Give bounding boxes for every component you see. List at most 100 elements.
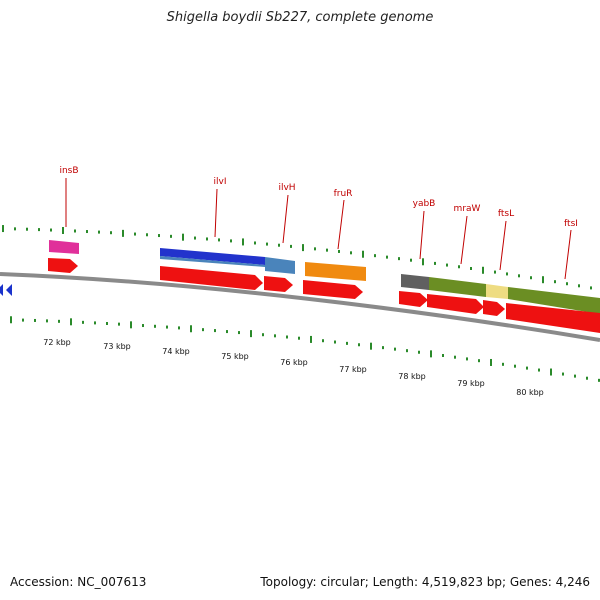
major-tick: [130, 321, 132, 329]
feature-track: [48, 240, 600, 333]
major-tick: [482, 266, 484, 274]
gene-label-leader: [460, 215, 468, 265]
minor-tick: [274, 334, 276, 338]
minor-tick: [58, 319, 60, 323]
minor-tick: [98, 230, 100, 234]
minor-tick: [358, 343, 360, 347]
minor-tick: [386, 255, 388, 259]
gene-label-ilvh: ilvH: [278, 183, 295, 193]
minor-tick: [14, 227, 16, 231]
minor-tick: [230, 239, 232, 243]
left-edge-arrow-icon: [0, 284, 3, 296]
minor-tick: [454, 355, 456, 359]
minor-tick: [514, 364, 516, 368]
minor-tick: [118, 322, 120, 326]
minor-tick: [578, 284, 580, 288]
minor-tick: [46, 319, 48, 323]
minor-tick: [566, 282, 568, 286]
minor-tick: [226, 330, 228, 334]
kbp-label: 76 kbp: [280, 358, 308, 367]
gene-label-ilvi: ilvI: [214, 177, 227, 187]
minor-tick: [322, 339, 324, 343]
minor-tick: [142, 324, 144, 328]
minor-tick: [314, 247, 316, 251]
minor-tick: [26, 227, 28, 231]
mraW-feature: [429, 277, 486, 297]
map-title: Shigella boydii Sb227, complete genome: [166, 10, 434, 25]
minor-tick: [74, 229, 76, 233]
minor-tick: [166, 325, 168, 329]
minor-tick: [346, 341, 348, 345]
minor-tick: [382, 346, 384, 350]
minor-tick: [518, 274, 520, 278]
left-arrow-icon: [6, 284, 12, 296]
minor-tick: [154, 324, 156, 328]
upper-tick-track: [2, 225, 592, 290]
kbp-label: 75 kbp: [221, 352, 249, 361]
kbp-label: 78 kbp: [398, 372, 426, 381]
minor-tick: [278, 243, 280, 247]
minor-tick: [350, 251, 352, 255]
minor-tick: [374, 254, 376, 258]
minor-tick: [446, 263, 448, 267]
cds-arrow: [48, 258, 78, 273]
major-tick: [242, 238, 244, 246]
gene-label-leader: [564, 229, 572, 280]
kbp-label: 74 kbp: [162, 347, 190, 356]
cds-arrow: [160, 266, 263, 290]
major-tick: [490, 358, 492, 366]
kbp-label: 72 kbp: [43, 338, 71, 347]
major-tick: [370, 342, 372, 350]
minor-tick: [334, 340, 336, 344]
kbp-label: 79 kbp: [457, 379, 485, 388]
minor-tick: [494, 270, 496, 274]
minor-tick: [442, 354, 444, 358]
minor-tick: [238, 331, 240, 335]
minor-tick: [266, 242, 268, 246]
minor-tick: [478, 359, 480, 363]
minor-tick: [94, 321, 96, 325]
major-tick: [362, 250, 364, 258]
minor-tick: [586, 376, 588, 380]
cds-arrow: [264, 276, 293, 292]
gene-label-ftsl: ftsL: [498, 209, 514, 219]
major-tick: [70, 318, 72, 326]
minor-tick: [214, 329, 216, 333]
genome-summary: Topology: circular; Length: 4,519,823 bp…: [260, 575, 590, 589]
cds-arrow: [303, 280, 363, 299]
minor-tick: [406, 349, 408, 353]
kbp-label: 73 kbp: [103, 342, 131, 351]
minor-tick: [170, 234, 172, 238]
insB-feature: [49, 240, 79, 254]
gene-label-yabb: yabB: [413, 199, 436, 209]
minor-tick: [38, 228, 40, 232]
minor-tick: [178, 326, 180, 330]
minor-tick: [434, 261, 436, 265]
minor-tick: [418, 350, 420, 354]
cds-arrow: [399, 291, 428, 307]
major-tick: [62, 226, 64, 234]
minor-tick: [86, 230, 88, 234]
gene-label-ftsi: ftsI: [564, 219, 578, 229]
minor-tick: [554, 280, 556, 284]
minor-tick: [106, 322, 108, 326]
gene-label-leader: [499, 220, 507, 271]
major-tick: [122, 229, 124, 237]
gene-labels: insB ilvI ilvH fruR yabB mraW ftsL ftsI: [59, 166, 578, 280]
minor-tick: [530, 276, 532, 280]
minor-tick: [470, 266, 472, 270]
gene-label-mraw: mraW: [454, 204, 481, 214]
major-tick: [550, 368, 552, 376]
major-tick: [310, 335, 312, 343]
lower-tick-track: [10, 316, 600, 382]
major-tick: [430, 350, 432, 358]
minor-tick: [398, 257, 400, 261]
minor-tick: [158, 234, 160, 238]
gene-label-leader: [419, 210, 425, 260]
minor-tick: [502, 362, 504, 366]
minor-tick: [218, 238, 220, 242]
cds-arrow: [427, 294, 484, 314]
major-tick: [2, 225, 4, 233]
ftsL-feature: [486, 284, 508, 299]
